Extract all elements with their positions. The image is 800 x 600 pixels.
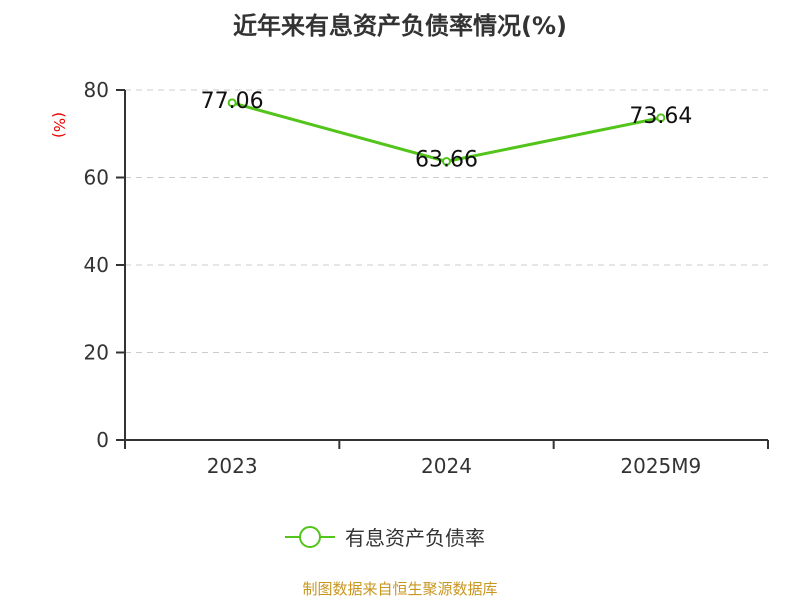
x-tick-label: 2023: [207, 454, 258, 478]
legend-label: 有息资产负债率: [345, 526, 485, 550]
y-tick-label: 60: [84, 166, 109, 190]
y-tick-label: 40: [84, 253, 109, 277]
legend-line-icon: [285, 525, 335, 548]
data-label: 77.06: [201, 89, 264, 114]
source-footer: 制图数据来自恒生聚源数据库: [302, 580, 498, 598]
x-tick-label: 2025M9: [620, 454, 701, 478]
data-label: 73.64: [629, 104, 692, 129]
y-tick-label: 80: [84, 78, 109, 102]
data-point: [227, 98, 237, 108]
chart-title: 近年来有息资产负债率情况(%): [233, 12, 567, 40]
legend[interactable]: 有息资产负债率: [285, 522, 485, 551]
y-tick-label: 0: [96, 428, 109, 452]
data-point: [442, 156, 451, 166]
x-tick-label: 2024: [421, 454, 472, 478]
y-tick-label: 20: [84, 341, 109, 365]
data-point: [656, 113, 666, 123]
data-label: 63.66: [415, 147, 478, 172]
